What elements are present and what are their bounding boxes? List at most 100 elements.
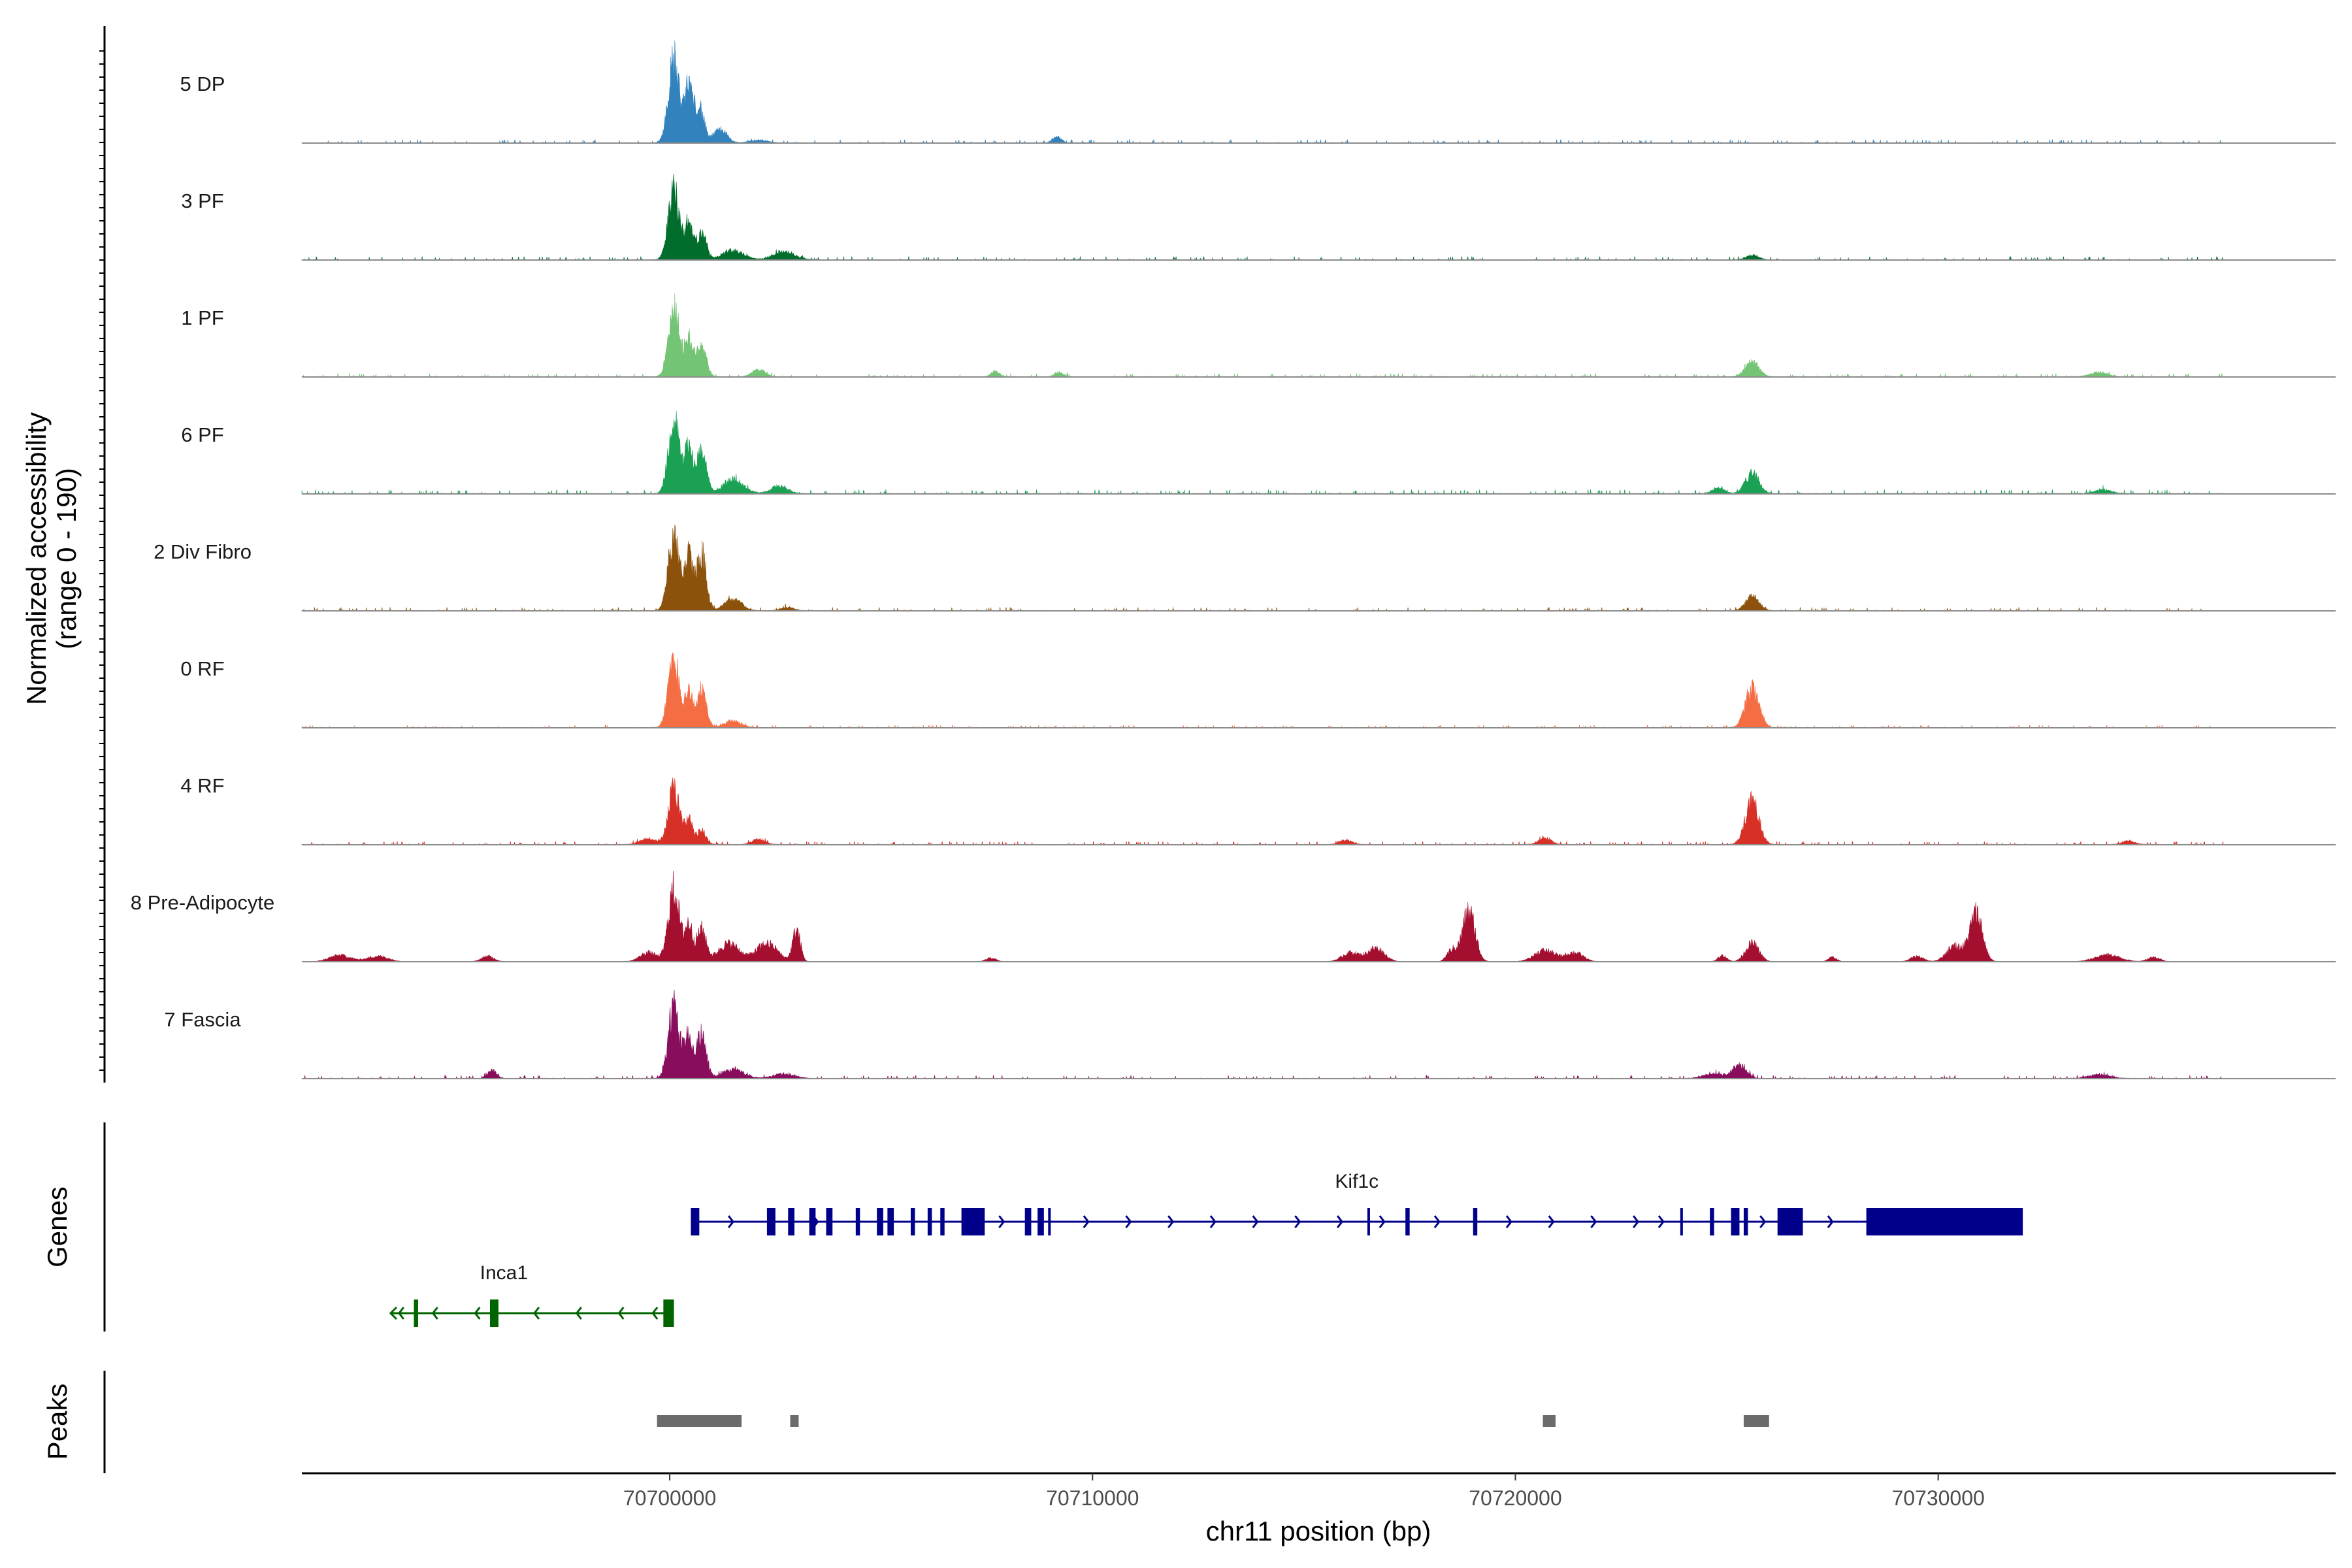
coverage-track: 0 RF: [180, 652, 2336, 729]
strand-arrow: [1759, 1215, 1767, 1228]
track-label: 4 RF: [180, 774, 224, 797]
gene-exon: [1024, 1208, 1032, 1235]
gene-exon: [1037, 1208, 1044, 1235]
gene-exon: [1405, 1208, 1410, 1235]
gene-exon: [663, 1299, 674, 1327]
gene-exon: [855, 1208, 860, 1235]
gene-model: Inca1: [389, 1262, 674, 1327]
x-tick-label: 70720000: [1469, 1486, 1561, 1510]
coverage-track: 6 PF: [181, 410, 2336, 495]
gene-name-label: Kif1c: [1335, 1171, 1379, 1192]
strand-arrow: [1379, 1215, 1386, 1228]
track-label: 8 Pre-Adipocyte: [131, 891, 275, 914]
gene-name-label: Inca1: [480, 1262, 528, 1284]
coverage-track: 8 Pre-Adipocyte: [131, 870, 2336, 962]
coverage-track: 3 PF: [181, 173, 2336, 261]
gene-exon: [1731, 1208, 1740, 1235]
strand-arrow: [389, 1306, 397, 1320]
strand-arrow: [1209, 1215, 1217, 1228]
y-axis-title-line2: (range 0 - 190): [51, 468, 82, 649]
strand-arrow: [1505, 1215, 1512, 1228]
gene-exon: [1710, 1208, 1714, 1235]
x-axis-title: chr11 position (bp): [1206, 1516, 1431, 1546]
coverage-signal: [302, 870, 2226, 962]
strand-arrow: [727, 1215, 735, 1228]
track-label: 2 Div Fibro: [154, 540, 252, 563]
strand-arrow: [474, 1307, 481, 1320]
strand-arrow: [1125, 1215, 1132, 1228]
track-label: 5 DP: [180, 73, 225, 95]
strand-arrow: [1168, 1215, 1175, 1228]
coverage-signal: [301, 293, 2226, 378]
peak-region: [657, 1415, 742, 1427]
gene-exon: [1680, 1208, 1683, 1235]
peak-region: [790, 1415, 799, 1427]
coverage-track: 5 DP: [180, 40, 2336, 144]
gene-exon: [887, 1208, 894, 1235]
track-label: 0 RF: [180, 657, 224, 680]
strand-arrow: [617, 1307, 625, 1320]
gene-exon: [1743, 1208, 1748, 1235]
genes-panel: Kif1c Inca1: [389, 1171, 2023, 1327]
peak-region: [1543, 1415, 1556, 1427]
gene-exon: [877, 1208, 883, 1235]
coverage-signal: [301, 173, 2226, 261]
gene-exon: [1473, 1208, 1478, 1235]
gene-exon: [826, 1208, 833, 1235]
y-axis-title: Normalized accessibility (range 0 - 190): [21, 412, 82, 705]
gene-exon: [788, 1208, 794, 1235]
gene-exon: [927, 1208, 932, 1235]
coverage-signal: [301, 989, 2227, 1079]
y-axis-title-line1: Normalized accessibility: [21, 412, 52, 705]
gene-exon: [1048, 1208, 1051, 1235]
strand-arrow: [651, 1307, 659, 1320]
gene-exon: [1866, 1208, 2023, 1235]
gene-exon: [1777, 1208, 1803, 1235]
gene-exon: [910, 1208, 915, 1235]
peak-region: [1743, 1415, 1769, 1427]
gene-exon: [766, 1208, 776, 1235]
strand-arrow: [998, 1215, 1005, 1228]
strand-arrow: [533, 1307, 540, 1320]
strand-arrow: [1590, 1215, 1597, 1228]
coverage-track: 1 PF: [181, 293, 2336, 378]
strand-arrow: [1548, 1215, 1555, 1228]
coverage-y-axis: [99, 26, 106, 1083]
gene-exon: [940, 1208, 945, 1235]
strand-arrow: [1433, 1215, 1441, 1228]
gene-exon: [809, 1208, 816, 1235]
gene-exon: [414, 1299, 418, 1327]
gene-exon: [1367, 1208, 1370, 1235]
x-tick-label: 70730000: [1891, 1486, 1984, 1510]
coverage-signal: [301, 410, 2227, 495]
coverage-track: 2 Div Fibro: [154, 524, 2336, 612]
peaks-panel: [657, 1415, 1769, 1427]
strand-arrow: [1083, 1215, 1090, 1228]
coverage-signal: [301, 652, 2226, 729]
strand-arrow: [397, 1307, 405, 1320]
strand-arrow: [1658, 1215, 1665, 1228]
coverage-tracks: 5 DP 3 PF 1 PF 6 PF 2 Div Fibro 0 RF 4 RF 8 Pre…: [131, 40, 2336, 1079]
track-label: 6 PF: [181, 423, 223, 446]
genes-track-label: Genes: [42, 1186, 73, 1267]
track-label: 3 PF: [181, 189, 223, 212]
x-tick-label: 70700000: [623, 1486, 716, 1510]
track-label: 7 Fascia: [164, 1008, 241, 1031]
strand-arrow: [1632, 1215, 1640, 1228]
coverage-track: 4 RF: [180, 774, 2336, 846]
gene-exon: [490, 1299, 498, 1327]
track-label: 1 PF: [181, 306, 223, 329]
coverage-signal: [301, 777, 2226, 846]
coverage-track: 7 Fascia: [164, 989, 2336, 1079]
peaks-track-label: Peaks: [42, 1384, 73, 1460]
x-tick-label: 70710000: [1046, 1486, 1139, 1510]
strand-arrow: [1294, 1215, 1301, 1228]
strand-arrow: [1252, 1215, 1259, 1228]
strand-arrow: [575, 1307, 582, 1320]
strand-arrow: [1827, 1215, 1834, 1228]
strand-arrow: [1336, 1215, 1343, 1228]
strand-arrow: [431, 1307, 438, 1320]
coverage-signal: [301, 524, 2226, 612]
gene-model: Kif1c: [691, 1171, 2023, 1235]
